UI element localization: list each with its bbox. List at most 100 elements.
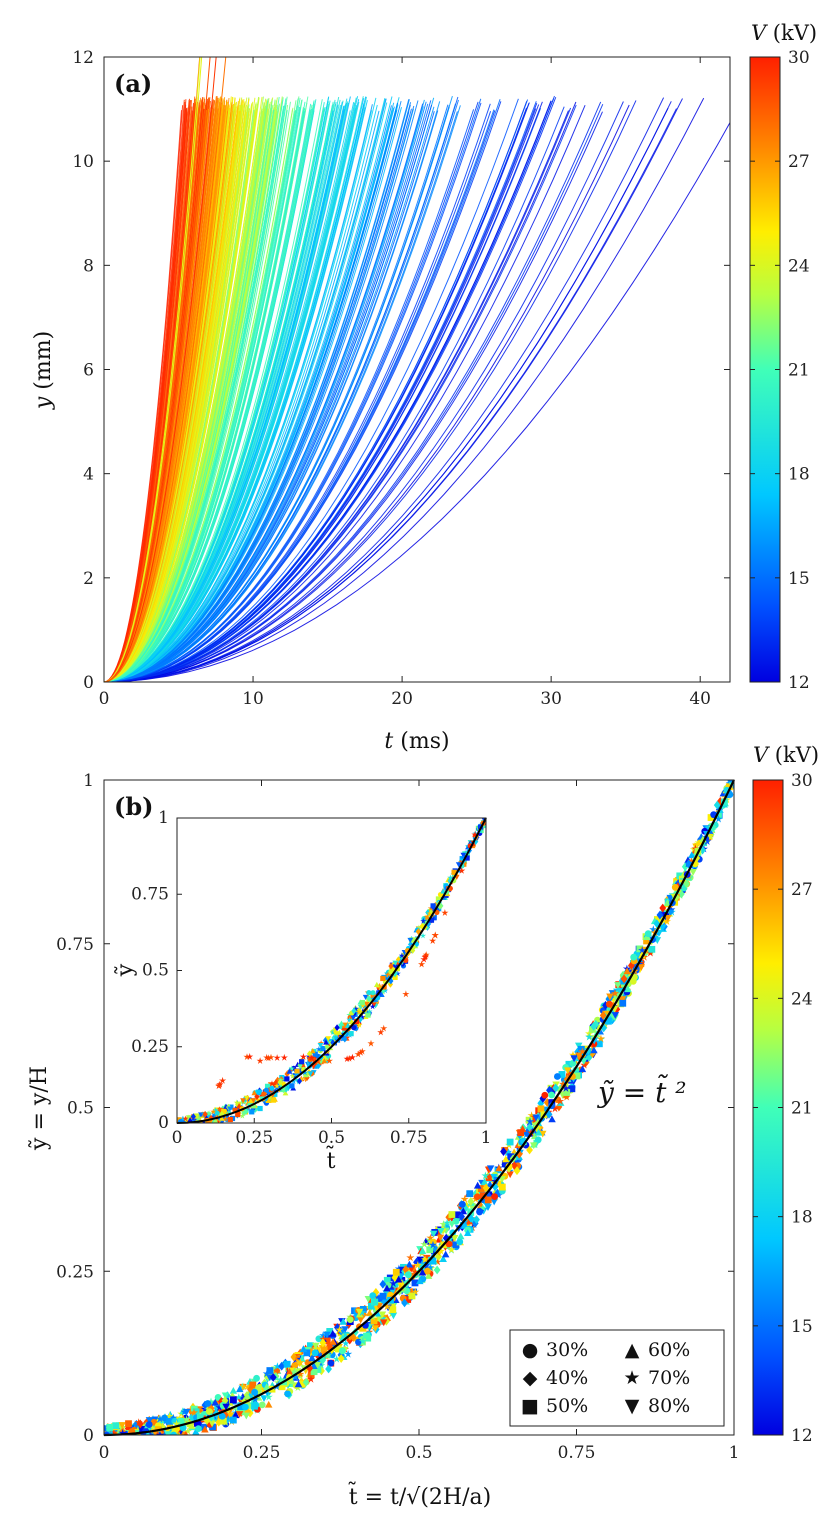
scatter-point bbox=[239, 1382, 248, 1391]
scatter-point bbox=[573, 1072, 581, 1080]
inset-point bbox=[239, 1112, 246, 1119]
y-tick-label: 0.75 bbox=[56, 935, 94, 955]
scatter-point bbox=[608, 1006, 617, 1015]
scatter-point bbox=[368, 1302, 375, 1310]
scatter-point bbox=[530, 1142, 538, 1150]
scatter-point bbox=[534, 1136, 542, 1144]
trajectory-line bbox=[104, 104, 630, 682]
x-tick-label: 10 bbox=[242, 689, 264, 709]
scatter-point bbox=[649, 925, 658, 933]
inset-point bbox=[289, 1083, 295, 1089]
scatter-point bbox=[252, 1401, 260, 1409]
colorbar-tick-label: 15 bbox=[791, 1317, 813, 1337]
scatter-point bbox=[229, 1386, 238, 1394]
inset-x-tick-label: 1 bbox=[481, 1128, 492, 1148]
inset-outlier-point bbox=[273, 1054, 281, 1061]
scatter-point bbox=[404, 1271, 412, 1279]
scatter-point bbox=[318, 1366, 325, 1376]
scatter-point bbox=[480, 1178, 489, 1185]
inset-point bbox=[440, 888, 447, 894]
inset-point bbox=[243, 1108, 249, 1115]
inset-point bbox=[384, 971, 391, 978]
scatter-point bbox=[604, 1017, 612, 1025]
scatter-point bbox=[537, 1105, 545, 1113]
inset-y-tick-label: 0.25 bbox=[131, 1037, 169, 1057]
inset-point bbox=[315, 1046, 322, 1052]
inset-point bbox=[318, 1040, 325, 1046]
inset-outlier-point bbox=[402, 990, 410, 998]
scatter-point bbox=[136, 1419, 144, 1429]
scatter-point bbox=[164, 1431, 172, 1435]
inset-point bbox=[268, 1080, 275, 1087]
panel-a-ylabel: y (mm) bbox=[31, 331, 56, 410]
scatter-point bbox=[264, 1400, 273, 1408]
scatter-point bbox=[255, 1384, 262, 1392]
scatter-point bbox=[379, 1279, 387, 1289]
scatter-point bbox=[158, 1422, 166, 1432]
inset-point bbox=[394, 970, 401, 977]
scatter-point bbox=[418, 1268, 427, 1276]
scatter-point bbox=[623, 967, 631, 975]
scatter-point bbox=[436, 1234, 445, 1242]
scatter-point bbox=[559, 1079, 568, 1088]
scatter-point bbox=[423, 1267, 431, 1275]
scatter-point bbox=[495, 1164, 503, 1172]
scatter-point bbox=[196, 1413, 204, 1421]
scatter-point bbox=[375, 1298, 384, 1307]
scatter-point bbox=[195, 1425, 202, 1433]
scatter-point bbox=[251, 1395, 260, 1403]
scatter-point bbox=[219, 1417, 227, 1425]
scatter-point bbox=[145, 1421, 153, 1428]
scatter-point bbox=[283, 1360, 291, 1368]
inset-point bbox=[428, 917, 435, 923]
inset-point bbox=[370, 990, 376, 996]
inset-point bbox=[351, 1007, 357, 1015]
legend-label: 50% bbox=[546, 1395, 588, 1417]
inset-point bbox=[407, 937, 414, 944]
inset-point bbox=[323, 1039, 329, 1045]
inset-point bbox=[380, 975, 386, 982]
scatter-point bbox=[144, 1425, 153, 1434]
panel-b: 0 0.25 0.5 0.75 1 0 0.25 0.5 0.75 1 (b) t̃ = t/√(… bbox=[27, 743, 819, 1510]
scatter-point bbox=[585, 1032, 594, 1041]
scatter-point bbox=[442, 1233, 450, 1243]
inset-point bbox=[179, 1115, 187, 1122]
inset-point bbox=[272, 1091, 278, 1097]
scatter-point bbox=[246, 1392, 254, 1402]
scatter-point bbox=[595, 1023, 603, 1033]
scatter-point bbox=[494, 1180, 502, 1188]
x-tick-label: 0 bbox=[99, 689, 110, 709]
inset-point bbox=[342, 1022, 348, 1028]
scatter-point bbox=[339, 1347, 346, 1355]
scatter-point bbox=[656, 910, 664, 920]
inset-point bbox=[338, 1020, 345, 1026]
panel-b-colorbar-ticks: 12 15 18 21 24 27 30 bbox=[753, 771, 813, 1446]
trajectory-line bbox=[104, 102, 399, 682]
scatter-point bbox=[562, 1092, 571, 1101]
trajectory-line bbox=[104, 104, 449, 682]
scatter-point bbox=[273, 1378, 282, 1387]
inset-y-tick-label: 0.75 bbox=[131, 884, 169, 904]
scatter-point bbox=[476, 1208, 484, 1215]
inset-point bbox=[455, 862, 462, 868]
scatter-point bbox=[525, 1116, 533, 1124]
scatter-point bbox=[374, 1317, 382, 1325]
colorbar-tick-label: 30 bbox=[791, 771, 813, 791]
inset-y-tick-label: 1 bbox=[158, 808, 169, 828]
scatter-point bbox=[389, 1279, 398, 1287]
scatter-point bbox=[599, 1010, 607, 1020]
scatter-point bbox=[636, 945, 644, 953]
scatter-point bbox=[532, 1114, 540, 1122]
inset-point bbox=[329, 1029, 337, 1035]
scatter-point bbox=[358, 1337, 367, 1345]
scatter-point bbox=[523, 1128, 531, 1138]
scatter-point bbox=[561, 1084, 570, 1092]
inset-y-tick-label: 0.5 bbox=[142, 961, 169, 981]
scatter-point bbox=[437, 1228, 445, 1235]
inset-point bbox=[182, 1115, 189, 1122]
scatter-point bbox=[306, 1342, 314, 1350]
inset-point bbox=[301, 1069, 308, 1076]
scatter-point bbox=[285, 1368, 294, 1375]
legend-label: 60% bbox=[648, 1339, 690, 1361]
scatter-point bbox=[383, 1294, 391, 1302]
